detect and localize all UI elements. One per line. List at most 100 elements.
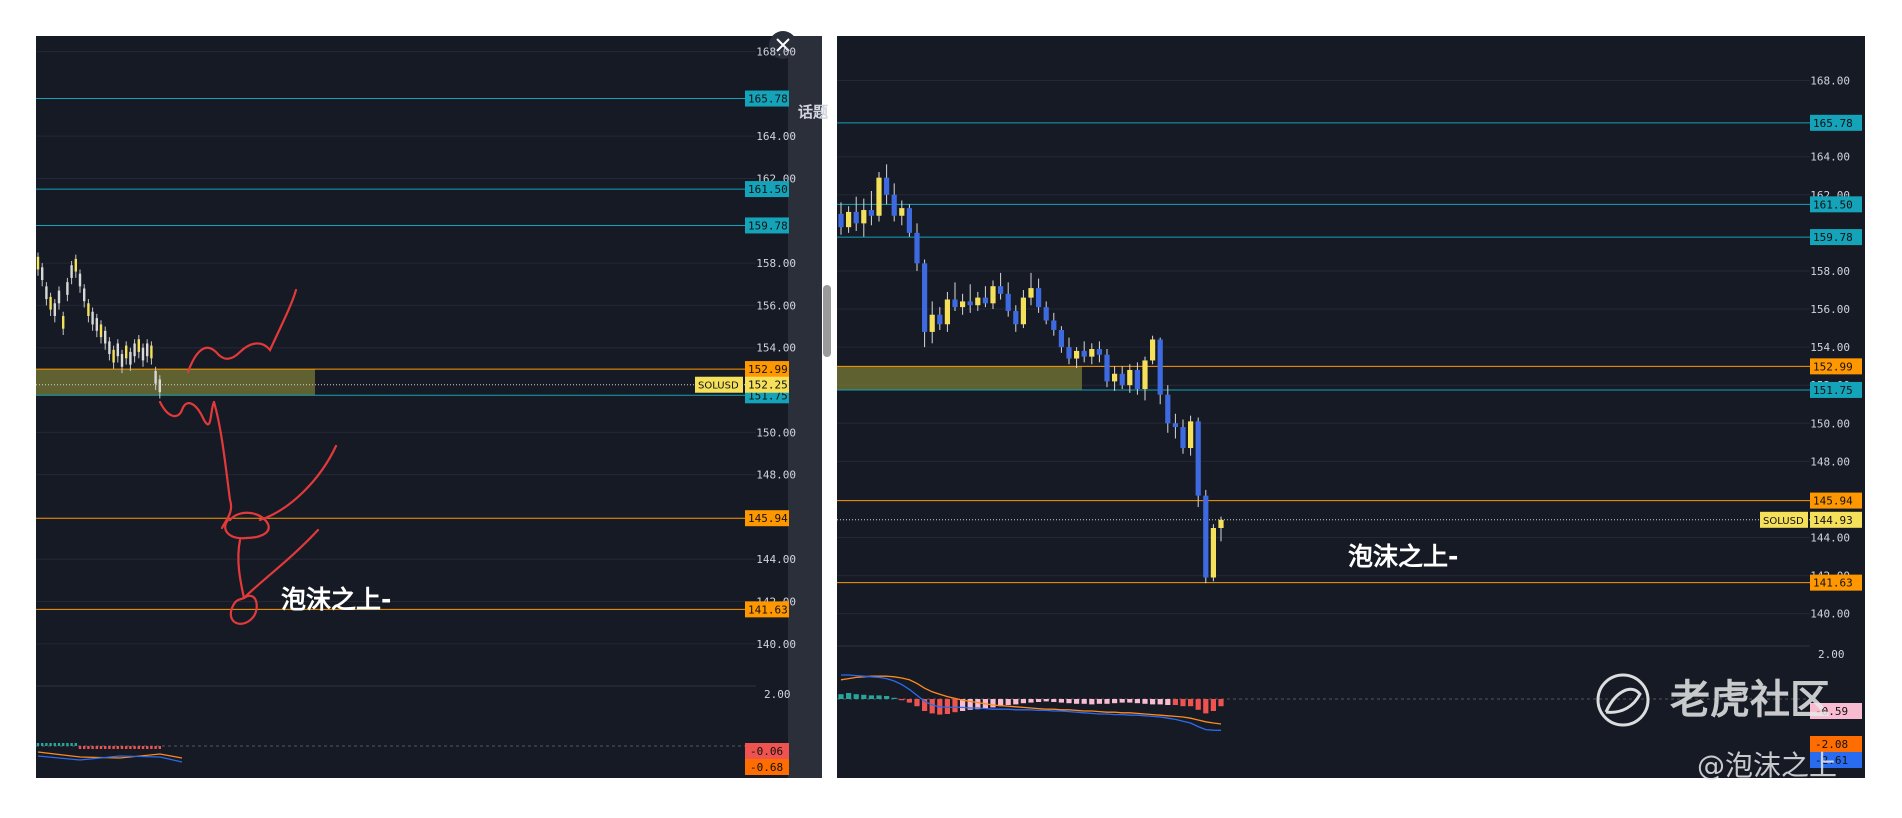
macd-hist-bar xyxy=(1142,699,1148,704)
candle-body xyxy=(922,263,928,332)
macd-hist-bar xyxy=(125,746,128,749)
candle-body xyxy=(853,211,859,224)
macd-hist-bar xyxy=(1195,699,1201,710)
candle-body xyxy=(1043,307,1049,321)
watermark-handle: @泡沫之上 xyxy=(1697,749,1837,782)
macd-hist-bar xyxy=(91,746,94,749)
last-price-box xyxy=(745,376,789,393)
last-price-box xyxy=(1810,511,1862,528)
symbol-tag: SOLUSD xyxy=(698,381,739,392)
macd-hist-bar xyxy=(1074,699,1080,704)
macd-hist-bar xyxy=(853,694,859,699)
candle-body xyxy=(36,256,40,270)
candle-body xyxy=(57,290,61,304)
level-label: 145.94 xyxy=(1813,495,1853,508)
drawer-scrollbar[interactable] xyxy=(823,285,831,357)
candle-body xyxy=(1028,288,1034,298)
macd-hist-bar xyxy=(1058,699,1064,703)
candle-body xyxy=(141,347,145,361)
macd-hist-bar xyxy=(1203,699,1209,714)
macd-hist-bar xyxy=(62,743,65,746)
macd-hist-bar xyxy=(49,743,52,746)
candle-body xyxy=(1112,373,1118,382)
candle-body xyxy=(91,311,94,325)
macd-hist-bar xyxy=(70,743,73,746)
candle-body xyxy=(1142,360,1148,390)
macd-hist-bar xyxy=(861,694,867,699)
candle-body xyxy=(137,339,140,352)
level-label: 161.50 xyxy=(1813,198,1853,211)
macd-hist-bar xyxy=(45,743,48,746)
level-label: 145.94 xyxy=(748,512,788,525)
macd-hist-bar xyxy=(36,743,40,746)
candle-body xyxy=(967,301,973,306)
macd-hist-bar xyxy=(104,746,107,749)
macd-hist-bar xyxy=(133,746,136,749)
candle-body xyxy=(1157,339,1163,395)
macd-line xyxy=(841,674,1222,731)
symbol-tag: SOLUSD xyxy=(1763,516,1804,527)
macd-hist-bar xyxy=(1210,699,1216,711)
macd-hist-bar xyxy=(952,699,958,713)
macd-value-box xyxy=(1810,703,1862,719)
level-label: 152.99 xyxy=(1813,360,1853,373)
candle-body xyxy=(952,299,958,308)
macd-hist-bar xyxy=(95,746,98,749)
macd-hist-bar xyxy=(884,696,890,699)
y-tick-label: 150.00 xyxy=(1810,417,1850,430)
level-label: 141.63 xyxy=(748,603,788,616)
macd-hist-bar xyxy=(1134,699,1140,704)
level-label-box xyxy=(745,90,789,107)
macd-hist-bar xyxy=(1089,699,1095,705)
level-label: 159.78 xyxy=(1813,231,1853,244)
macd-hist-bar xyxy=(154,746,157,749)
macd-hist-bar xyxy=(944,699,950,714)
symbol-tag-box xyxy=(695,376,743,393)
level-label-box xyxy=(1810,114,1862,131)
macd-hist-bar xyxy=(137,746,140,749)
candle-body xyxy=(861,210,867,224)
macd-hist-bar xyxy=(876,695,882,699)
y-tick-label: 164.00 xyxy=(756,130,796,143)
macd-hist-bar xyxy=(78,746,82,749)
macd-hist-bar xyxy=(112,746,115,749)
candle-body xyxy=(1188,421,1194,449)
macd-hist-bar xyxy=(990,699,996,708)
macd-hist-bar xyxy=(1051,699,1057,702)
macd-hist-bar xyxy=(141,746,145,749)
candle-body xyxy=(116,343,119,357)
level-label-box xyxy=(1810,381,1862,398)
macd-hist-bar xyxy=(83,746,86,749)
candle-body xyxy=(133,343,136,357)
level-label-box xyxy=(1810,196,1862,213)
level-label: 151.75 xyxy=(1813,384,1853,397)
candle-body xyxy=(62,315,65,329)
y-tick-label: 156.00 xyxy=(1810,303,1850,316)
candle-body xyxy=(154,370,157,384)
left-side-drawer[interactable] xyxy=(788,36,822,778)
macd-hist-bar xyxy=(1081,699,1087,704)
macd-value-box xyxy=(745,743,789,759)
y-tick-label: 168.00 xyxy=(1810,75,1850,88)
candle-body xyxy=(929,314,935,332)
macd-hist-bar xyxy=(99,746,103,749)
close-button[interactable] xyxy=(769,31,797,59)
macd-hist-bar xyxy=(146,746,149,749)
candle-body xyxy=(990,286,996,304)
candle-body xyxy=(846,211,852,228)
macd-hist-bar xyxy=(74,743,77,746)
macd-hist-bar xyxy=(1127,699,1133,703)
macd-value-box xyxy=(745,759,789,775)
macd-tick-label: 2.00 xyxy=(764,688,791,701)
candle-body xyxy=(1134,369,1140,390)
drawer-title: 话题 xyxy=(798,103,829,121)
macd-hist-bar xyxy=(53,743,56,746)
macd-hist-bar xyxy=(922,699,928,711)
candle-body xyxy=(95,318,98,331)
candle-body xyxy=(78,273,82,287)
candle-body xyxy=(1051,320,1057,330)
candle-body xyxy=(1058,329,1064,348)
symbol-tag-box xyxy=(1760,511,1808,528)
candle-body xyxy=(982,297,988,304)
level-label: 165.78 xyxy=(748,93,788,106)
